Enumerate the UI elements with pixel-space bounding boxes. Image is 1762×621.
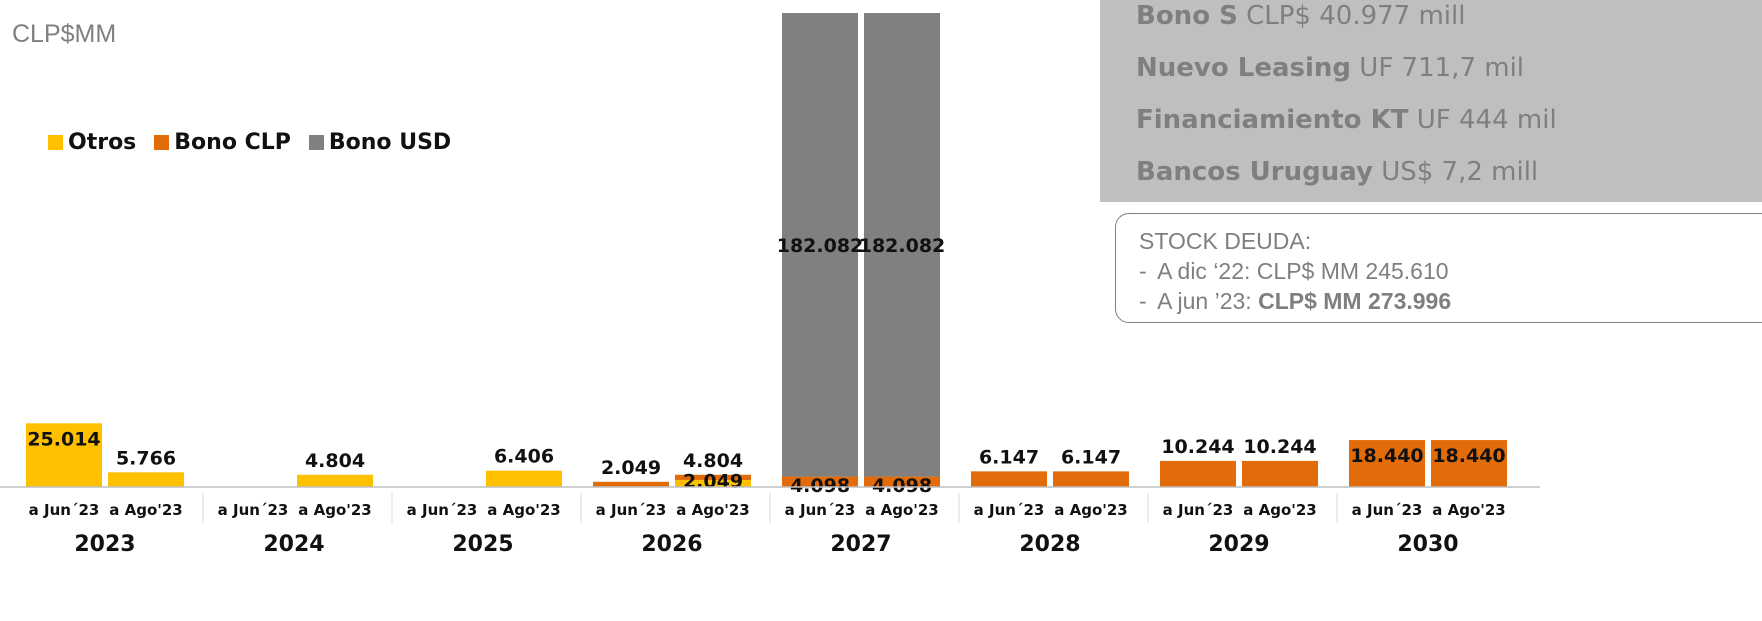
data-label: 18.440	[1432, 445, 1505, 467]
data-label: 10.244	[1161, 436, 1234, 458]
legend-label-bono-usd: Bono USD	[328, 130, 452, 155]
info-line-bono-s: Bono S CLP$ 40.977 mill	[1136, 0, 1762, 42]
bar-segment-bono-usd	[864, 13, 940, 477]
bar-segment-bono-clp	[593, 481, 669, 487]
stock-line-jun-label: A jun ’23:	[1157, 288, 1259, 314]
year-label: 2026	[641, 532, 702, 557]
bar-segment-otros	[26, 423, 102, 487]
data-label: 4.804	[305, 450, 365, 472]
bar-segment-otros	[486, 470, 562, 487]
data-label: 4.804	[683, 450, 743, 472]
bar-segment-bono-clp	[782, 476, 858, 487]
data-label: 182.082	[777, 235, 864, 257]
stock-title: STOCK DEUDA:	[1139, 228, 1312, 254]
x-tick-label: a Jun´23	[407, 501, 478, 519]
bar-segment-bono-clp	[1431, 440, 1507, 487]
x-tick-label: a Jun´23	[1163, 501, 1234, 519]
x-tick-label: a Jun´23	[218, 501, 289, 519]
bar-segment-bono-clp	[1053, 471, 1129, 487]
currency-label: CLP$MM	[12, 20, 117, 48]
year-label: 2023	[74, 532, 135, 557]
legend-swatch-bono-usd	[308, 135, 324, 150]
data-label: 25.014	[27, 428, 100, 450]
stock-line-jun-value: CLP$ MM 273.996	[1258, 288, 1452, 314]
legend-label-bono-clp: Bono CLP	[174, 130, 291, 155]
info-value-bono-s: CLP$ 40.977 mill	[1246, 1, 1466, 31]
year-label: 2024	[263, 532, 324, 557]
x-tick-label: a Ago'23	[1243, 501, 1316, 519]
stock-line-jun: - A jun ’23: CLP$ MM 273.996	[1139, 286, 1762, 316]
legend-item-bono-usd: Bono USD	[308, 130, 452, 155]
data-label: 4.098	[872, 475, 932, 497]
legend: Otros Bono CLP Bono USD	[48, 130, 459, 155]
x-tick-label: a Jun´23	[785, 501, 856, 519]
legend-swatch-bono-clp	[154, 135, 170, 150]
stock-box: STOCK DEUDA: - A dic ‘22: CLP$ MM 245.61…	[1115, 213, 1762, 323]
data-label: 6.147	[1061, 446, 1121, 468]
stock-line-dic-prefix: -	[1139, 258, 1147, 284]
bar-segment-bono-clp	[971, 471, 1047, 487]
data-label: 18.440	[1350, 445, 1423, 467]
year-label: 2030	[1397, 532, 1458, 557]
legend-swatch-otros	[48, 135, 63, 150]
info-label-financiamiento-kt: Financiamiento KT	[1136, 105, 1409, 135]
x-tick-label: a Ago'23	[109, 501, 182, 519]
year-label: 2027	[830, 532, 891, 557]
x-tick-label: a Ago'23	[1432, 501, 1505, 519]
data-label: 4.098	[790, 475, 850, 497]
bar-segment-bono-clp	[1349, 440, 1425, 487]
x-tick-label: a Jun´23	[29, 501, 100, 519]
x-tick-label: a Ago'23	[676, 501, 749, 519]
bar-segment-bono-clp	[675, 474, 751, 480]
bar-segment-otros	[108, 472, 184, 487]
bar-segment-bono-clp	[864, 476, 940, 487]
info-line-bancos-uruguay: Bancos Uruguay US$ 7,2 mill	[1136, 146, 1762, 198]
info-box: Bono S CLP$ 40.977 mill Nuevo Leasing UF…	[1100, 0, 1762, 202]
x-tick-label: a Ago'23	[298, 501, 371, 519]
legend-item-otros: Otros	[48, 130, 136, 155]
data-label: 2.049	[683, 470, 743, 492]
x-tick-label: a Ago'23	[865, 501, 938, 519]
legend-label-otros: Otros	[68, 130, 137, 155]
bar-segment-bono-usd	[782, 13, 858, 477]
stock-line-dic-label: A dic ‘22: CLP$ MM 245.610	[1157, 258, 1449, 284]
info-value-nuevo-leasing: UF 711,7 mil	[1359, 53, 1525, 83]
year-label: 2029	[1208, 532, 1269, 557]
info-label-nuevo-leasing: Nuevo Leasing	[1136, 53, 1352, 83]
stock-line-dic: - A dic ‘22: CLP$ MM 245.610	[1139, 256, 1762, 286]
x-tick-label: a Jun´23	[1352, 501, 1423, 519]
legend-item-bono-clp: Bono CLP	[154, 130, 291, 155]
bar-segment-otros	[675, 479, 751, 487]
data-label: 6.406	[494, 446, 554, 468]
stock-line-jun-prefix: -	[1139, 288, 1147, 314]
info-label-bono-s: Bono S	[1136, 1, 1238, 31]
year-label: 2025	[452, 532, 513, 557]
data-label: 2.049	[601, 457, 661, 479]
data-label: 182.082	[859, 235, 946, 257]
x-tick-label: a Jun´23	[974, 501, 1045, 519]
x-tick-label: a Ago'23	[1054, 501, 1127, 519]
info-line-financiamiento-kt: Financiamiento KT UF 444 mil	[1136, 94, 1762, 146]
info-value-bancos-uruguay: US$ 7,2 mill	[1381, 157, 1539, 187]
info-label-bancos-uruguay: Bancos Uruguay	[1136, 157, 1373, 187]
data-label: 10.244	[1243, 436, 1316, 458]
info-value-financiamiento-kt: UF 444 mil	[1416, 105, 1557, 135]
bar-segment-bono-clp	[1242, 460, 1318, 487]
data-label: 6.147	[979, 446, 1039, 468]
info-line-nuevo-leasing: Nuevo Leasing UF 711,7 mil	[1136, 42, 1762, 94]
x-tick-label: a Jun´23	[596, 501, 667, 519]
bar-segment-bono-clp	[1160, 460, 1236, 487]
x-tick-label: a Ago'23	[487, 501, 560, 519]
data-label: 5.766	[116, 447, 176, 469]
bar-segment-otros	[297, 474, 373, 487]
year-label: 2028	[1019, 532, 1080, 557]
